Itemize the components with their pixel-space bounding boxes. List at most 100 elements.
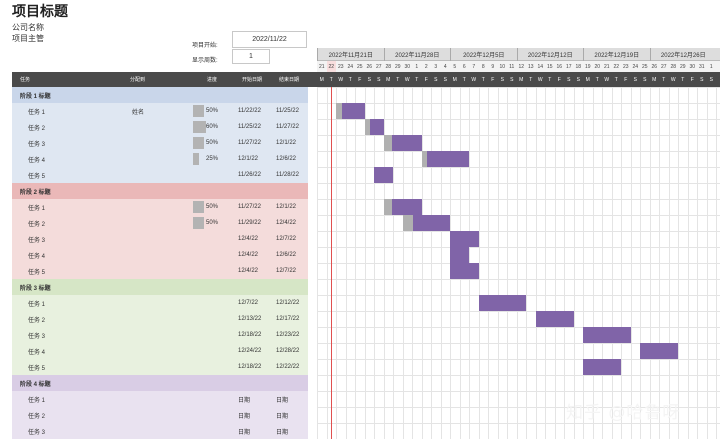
weekday-letter: M (519, 76, 524, 83)
task-row[interactable]: 任务 5 12/18/22 12/22/22 (12, 359, 308, 375)
task-row[interactable]: 任务 2 12/13/22 12/17/22 (12, 311, 308, 327)
grid-row-line (317, 215, 720, 216)
task-end-date: 12/7/22 (276, 236, 297, 242)
gantt-task-bar[interactable] (478, 295, 526, 311)
task-name: 任务 1 (28, 109, 46, 116)
weekday-letter: S (567, 76, 571, 83)
gantt-task-bar[interactable] (450, 247, 469, 263)
progress-bar (193, 121, 206, 133)
weekday-letter: S (377, 76, 381, 83)
task-progress: 50% (206, 140, 219, 146)
gantt-task-bar[interactable] (374, 167, 393, 183)
weekday-letter: T (415, 76, 419, 83)
task-name: 任务 3 (28, 429, 46, 436)
gantt-task-bar[interactable] (583, 327, 631, 343)
grid-row-line (317, 135, 720, 136)
day-number: 1 (709, 63, 713, 70)
task-progress: 50% (206, 108, 219, 114)
gantt-task-bar[interactable] (450, 263, 479, 279)
task-row[interactable]: 任务 1 姓名 50% 11/22/22 11/25/22 (12, 103, 308, 119)
task-name: 任务 5 (28, 269, 46, 276)
day-number: 27 (660, 63, 667, 70)
day-number: 7 (472, 63, 476, 70)
weekday-letter: T (329, 76, 333, 83)
day-number: 23 (622, 63, 629, 70)
grid-row-line (317, 231, 720, 232)
grid-row-line (317, 263, 720, 264)
day-number: 9 (491, 63, 495, 70)
task-end-date: 12/12/22 (276, 300, 300, 306)
gantt-task-bar[interactable] (391, 135, 422, 151)
gantt-task-bar[interactable] (535, 311, 574, 327)
task-row[interactable]: 任务 2 日期 日期 (12, 407, 308, 423)
task-name: 任务 2 (28, 125, 46, 132)
column-header-owner: 分配到 (130, 77, 146, 83)
task-row[interactable]: 任务 1 日期 日期 (12, 391, 308, 407)
task-row[interactable]: 任务 1 50% 11/27/22 12/1/22 (12, 199, 308, 215)
task-progress: 50% (206, 204, 219, 210)
gantt-task-bar[interactable] (369, 119, 384, 135)
task-row[interactable]: 任务 2 60% 11/25/22 11/27/22 (12, 119, 308, 135)
task-name: 任务 3 (28, 237, 46, 244)
phase-title: 阶段 4 标题 (20, 381, 51, 388)
gantt-task-bar[interactable] (583, 359, 621, 375)
week-count-label: 显示周数: (192, 58, 218, 64)
week-count-input[interactable]: 1 (232, 49, 270, 64)
task-row[interactable]: 任务 2 50% 11/29/22 12/4/22 (12, 215, 308, 231)
gantt-progress-segment (383, 135, 392, 151)
day-number: 27 (375, 63, 382, 70)
day-number: 29 (394, 63, 401, 70)
task-row[interactable]: 任务 4 12/4/22 12/6/22 (12, 247, 308, 263)
day-number: 2 (424, 63, 428, 70)
weekday-letter: S (643, 76, 647, 83)
weekday-letter: S (633, 76, 637, 83)
phase-header[interactable]: 阶段 3 标题 (12, 279, 308, 295)
task-start-date: 12/18/22 (238, 364, 262, 370)
day-number: 24 (347, 63, 354, 70)
phase-header[interactable]: 阶段 4 标题 (12, 375, 308, 391)
gantt-task-bar[interactable] (412, 215, 450, 231)
task-row[interactable]: 任务 5 12/4/22 12/7/22 (12, 263, 308, 279)
task-row[interactable]: 任务 1 12/7/22 12/12/22 (12, 295, 308, 311)
weekday-letter: T (348, 76, 352, 83)
task-end-date: 12/4/22 (276, 220, 297, 226)
task-row[interactable]: 任务 5 11/26/22 11/28/22 (12, 167, 308, 183)
weekday-letter: M (452, 76, 457, 83)
grid-row-line (317, 119, 720, 120)
day-number: 21 (603, 63, 610, 70)
weekday-letter: M (319, 76, 324, 83)
task-row[interactable]: 任务 4 25% 12/1/22 12/6/22 (12, 151, 308, 167)
start-date-input[interactable]: 2022/11/22 (232, 31, 307, 48)
gantt-task-bar[interactable] (391, 199, 422, 215)
weekday-letter: M (386, 76, 391, 83)
task-row[interactable]: 任务 4 12/24/22 12/28/22 (12, 343, 308, 359)
task-name: 任务 3 (28, 141, 46, 148)
day-number: 25 (356, 63, 363, 70)
progress-bar (193, 217, 204, 229)
task-end-date: 12/6/22 (276, 156, 297, 162)
weekday-letter: W (404, 76, 410, 83)
task-name: 任务 5 (28, 365, 46, 372)
task-end-date: 11/28/22 (276, 172, 299, 178)
task-row[interactable]: 任务 3 日期 日期 (12, 423, 308, 439)
progress-bar (193, 153, 199, 165)
day-number-row: 21 22 23 24 25 26 27 28 29 30 1 2 3 4 5 6 7 8 9 10 11 12 13 14 1… (317, 61, 720, 72)
phase-title: 阶段 3 标题 (20, 285, 51, 292)
gantt-task-bar[interactable] (450, 231, 479, 247)
task-start-date: 12/24/22 (238, 348, 262, 354)
weekday-letter: F (690, 76, 694, 83)
grid-row-line (317, 391, 720, 392)
grid-row-line (317, 311, 720, 312)
gantt-task-bar[interactable] (640, 343, 678, 359)
phase-header[interactable]: 阶段 2 标题 (12, 183, 308, 199)
progress-bar (193, 137, 204, 149)
phase-title: 阶段 1 标题 (20, 93, 51, 100)
task-row[interactable]: 任务 3 12/4/22 12/7/22 (12, 231, 308, 247)
project-manager: 项目主管 (12, 34, 44, 43)
day-number: 24 (632, 63, 639, 70)
gantt-task-bar[interactable] (426, 151, 469, 167)
phase-header[interactable]: 阶段 1 标题 (12, 87, 308, 103)
task-row[interactable]: 任务 3 50% 11/27/22 12/1/22 (12, 135, 308, 151)
gantt-task-bar[interactable] (342, 103, 365, 119)
task-row[interactable]: 任务 3 12/18/22 12/23/22 (12, 327, 308, 343)
